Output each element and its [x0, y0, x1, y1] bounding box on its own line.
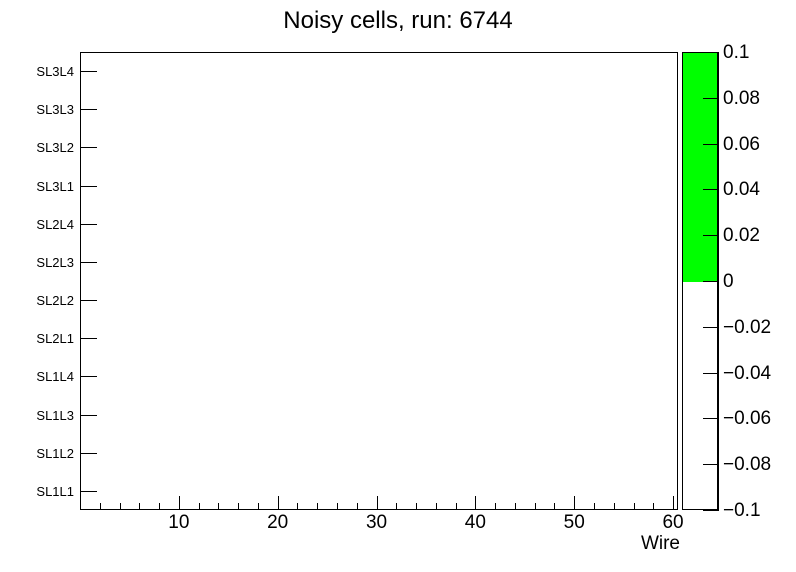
x-axis-minor-tick	[218, 503, 220, 510]
z-axis-tick	[703, 464, 719, 466]
y-axis-tick	[80, 147, 97, 149]
y-axis-tick-label: SL3L2	[36, 140, 74, 156]
x-axis-minor-tick	[653, 503, 655, 510]
z-axis-tick	[703, 372, 719, 374]
z-axis-tick-label: −0.06	[723, 408, 772, 430]
z-axis-tick-label: −0.04	[723, 362, 772, 384]
x-axis-minor-tick	[198, 503, 200, 510]
x-axis-minor-tick	[554, 503, 556, 510]
x-axis-minor-tick	[416, 503, 418, 510]
x-axis-tick-label: 40	[464, 512, 486, 533]
x-axis-minor-tick	[238, 503, 240, 510]
y-axis-tick-label: SL3L1	[36, 178, 74, 194]
z-axis-tick	[703, 97, 719, 99]
y-axis-tick-label: SL1L1	[36, 483, 74, 499]
y-axis-tick-label: SL3L4	[36, 64, 74, 80]
x-axis-major-tick	[277, 496, 279, 510]
y-axis-tick	[80, 452, 97, 454]
y-axis-tick-label: SL2L3	[36, 254, 74, 270]
x-axis-minor-tick	[455, 503, 457, 510]
y-axis-tick	[80, 109, 97, 111]
x-axis-minor-tick	[99, 503, 101, 510]
x-axis-minor-tick	[613, 503, 615, 510]
y-axis-tick	[80, 300, 97, 302]
x-axis-minor-tick	[317, 503, 319, 510]
x-axis-minor-tick	[119, 503, 121, 510]
x-axis-minor-tick	[514, 503, 516, 510]
x-axis-tick-label: 60	[662, 512, 684, 533]
x-axis-title: Wire	[640, 533, 680, 554]
x-axis-major-tick	[475, 496, 477, 510]
z-axis-tick	[703, 235, 719, 237]
z-axis-tick-label: 0.1	[723, 42, 750, 63]
z-axis-tick-label: 0.02	[723, 225, 760, 247]
z-axis-tick	[703, 143, 719, 145]
y-axis-tick-label: SL1L3	[36, 407, 74, 423]
x-axis-minor-tick	[297, 503, 299, 510]
y-axis-tick	[80, 185, 97, 187]
x-axis-minor-tick	[396, 503, 398, 510]
page-title: Noisy cells, run: 6744	[283, 7, 513, 34]
y-axis-tick	[80, 414, 97, 416]
y-axis-tick-label: SL2L4	[36, 216, 74, 232]
x-axis-tick-label: 50	[563, 512, 585, 533]
y-axis-tick-label: SL1L2	[36, 445, 74, 461]
z-axis-tick-label: 0.08	[723, 87, 760, 109]
z-axis-tick-label: 0.04	[723, 179, 760, 201]
y-axis-tick-label: SL2L2	[36, 293, 74, 309]
x-axis-minor-tick	[257, 503, 259, 510]
z-axis-tick	[703, 418, 719, 420]
z-axis-tick-label: 0	[723, 271, 734, 292]
x-axis-minor-tick	[139, 503, 141, 510]
x-axis-minor-tick	[356, 503, 358, 510]
x-axis-major-tick	[376, 496, 378, 510]
x-axis-minor-tick	[534, 503, 536, 510]
z-axis-tick-label: −0.02	[723, 316, 772, 338]
x-axis-minor-tick	[336, 503, 338, 510]
y-axis-labels: SL1L1 SL1L2 SL1L3 SL1L4 SL2L1 SL2L2 SL2L3 SL2L4…	[0, 0, 74, 572]
x-axis-major-tick	[178, 496, 180, 510]
y-axis-tick	[80, 490, 97, 492]
y-axis-tick	[80, 376, 97, 378]
z-axis-tick-label: 0.06	[723, 133, 760, 155]
x-axis-tick-label: 20	[267, 512, 289, 533]
x-axis-tick-label: 10	[168, 512, 190, 533]
x-axis-minor-tick	[495, 503, 497, 510]
z-axis-tick-label: −0.1	[723, 500, 761, 521]
y-axis-tick-label: SL3L3	[36, 102, 74, 118]
x-axis-major-tick	[673, 496, 675, 510]
z-axis-tick-label: −0.08	[723, 454, 772, 476]
plot-frame	[80, 52, 678, 510]
x-axis-minor-tick	[593, 503, 595, 510]
x-axis-minor-tick	[435, 503, 437, 510]
z-axis-tick	[703, 281, 719, 282]
z-axis-tick	[703, 326, 719, 328]
x-axis-minor-tick	[633, 503, 635, 510]
y-axis-tick	[80, 338, 97, 340]
y-axis-tick-label: SL1L4	[36, 369, 74, 385]
y-axis-tick	[80, 71, 97, 73]
y-axis-tick-label: SL2L1	[36, 331, 74, 347]
x-axis-minor-tick	[159, 503, 161, 510]
z-axis-tick	[703, 52, 719, 53]
z-axis-tick	[703, 510, 719, 511]
color-palette-fill	[683, 53, 717, 282]
x-axis-major-tick	[574, 496, 576, 510]
y-axis-tick	[80, 261, 97, 263]
z-axis-tick	[703, 189, 719, 191]
x-axis-tick-label: 30	[365, 512, 388, 533]
y-axis-tick	[80, 223, 97, 225]
heatmap-plot-area	[81, 53, 677, 509]
